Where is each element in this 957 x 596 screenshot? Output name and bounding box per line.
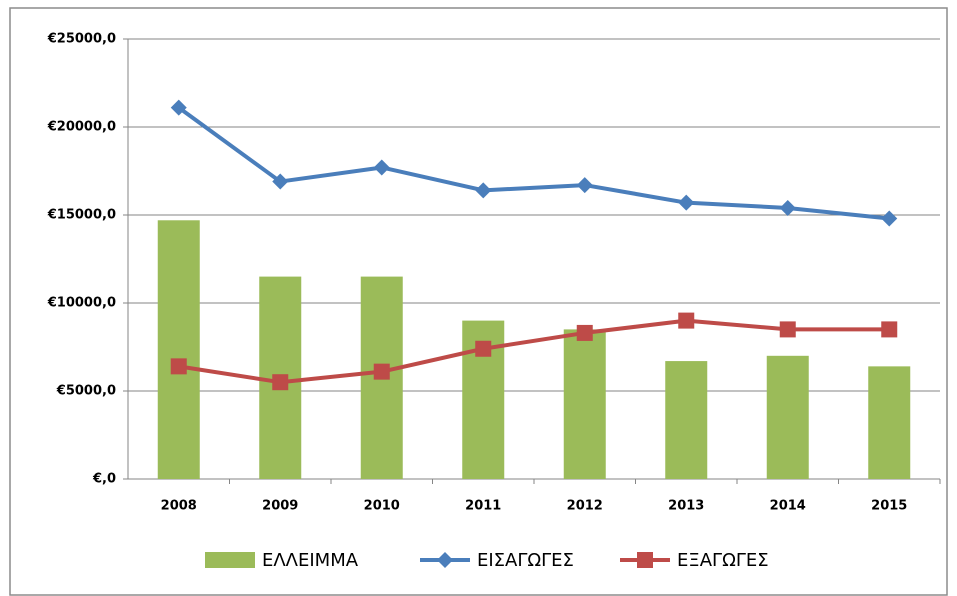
bar: [766, 355, 809, 479]
x-tick-label: 2009: [262, 499, 298, 514]
x-tick-label: 2013: [668, 499, 704, 514]
y-tick-label: €20000,0: [47, 120, 116, 135]
marker: [475, 340, 492, 357]
marker: [272, 374, 289, 391]
marker: [576, 324, 593, 341]
marker: [881, 321, 898, 338]
legend-label: ΕΞΑΓΩΓΕΣ: [677, 550, 769, 571]
y-tick-label: €,0: [92, 472, 116, 487]
marker: [373, 159, 390, 176]
marker: [576, 177, 593, 194]
legend-marker: [637, 552, 653, 568]
x-tick-label: 2011: [465, 499, 501, 514]
y-tick-label: €10000,0: [47, 296, 116, 311]
marker: [779, 321, 796, 338]
marker: [170, 358, 187, 375]
legend-label: ΕΙΣΑΓΩΓΕΣ: [477, 550, 574, 571]
bar: [157, 220, 200, 479]
x-tick-label: 2010: [364, 499, 400, 514]
marker: [373, 363, 390, 380]
legend-swatch: [205, 552, 255, 568]
x-tick-label: 2015: [871, 499, 907, 514]
marker: [170, 99, 187, 116]
line: [177, 106, 890, 221]
legend-marker: [437, 552, 453, 568]
x-tick-label: 2014: [770, 499, 806, 514]
marker: [678, 312, 695, 329]
marker: [475, 182, 492, 199]
bar: [868, 366, 911, 479]
line: [178, 318, 890, 385]
bar: [563, 329, 606, 479]
bar: [665, 361, 708, 479]
marker: [881, 210, 898, 227]
marker: [779, 199, 796, 216]
y-tick-label: €5000,0: [56, 384, 116, 399]
x-tick-label: 2012: [567, 499, 603, 514]
y-tick-label: €15000,0: [47, 208, 116, 223]
legend-label: ΕΛΛΕΙΜΜΑ: [262, 550, 359, 571]
marker: [678, 194, 695, 211]
y-tick-label: €25000,0: [47, 32, 116, 47]
marker: [272, 173, 289, 190]
x-tick-label: 2008: [161, 499, 197, 514]
